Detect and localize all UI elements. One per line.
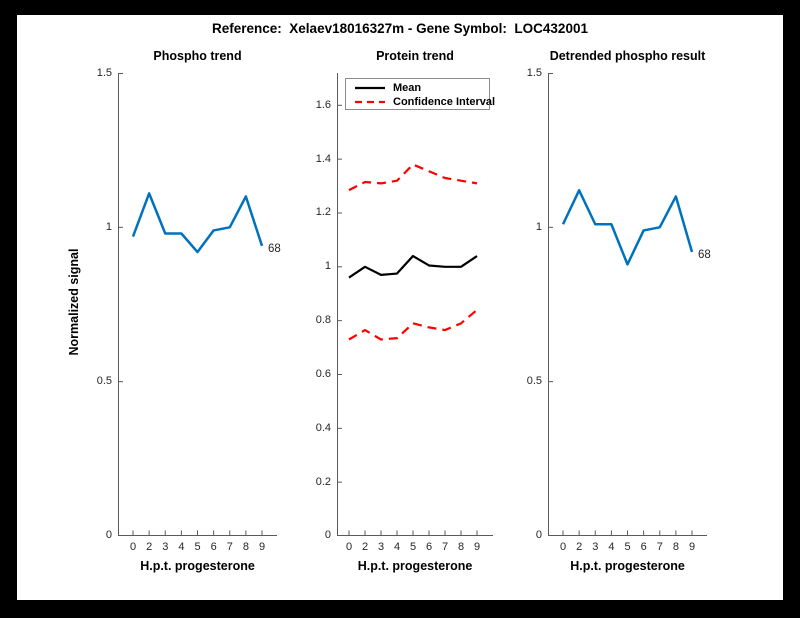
x-tick-label: 3 [592,541,599,553]
x-tick-label: 2 [146,541,153,553]
x-tick-label: 0 [345,541,353,553]
y-tick-label: 1.5 [526,67,542,79]
series-line-detrended-phospho-signal [561,189,694,266]
x-tick-label: 9 [688,541,696,553]
legend-label: Confidence Interval [393,96,496,108]
series-line-mean [348,254,478,279]
x-tick-label: 8 [457,541,465,553]
x-tick-label: 5 [409,541,417,553]
subplot-protein-trend: 0 0.2 0.4 0.6 0.8 1 1.2 1.4 1.6 0 2 3 4 5 6 7 8 9 Protein … [316,49,495,573]
x-tick-label: 7 [656,541,663,553]
x-tick-label: 4 [608,541,615,553]
x-tick-label: 8 [242,541,249,553]
y-tick-label: 0 [105,529,112,541]
x-tick-label: 6 [640,541,647,553]
legend-entry: Confidence Interval [346,95,495,109]
y-tick-label: 1.6 [315,98,331,111]
plot-area [337,73,493,536]
x-axis-title: H.p.t. progesterone [140,559,255,573]
subplot-title: Detrended phospho result [549,49,706,63]
x-tick-label: 4 [393,541,401,553]
x-tick-label: 7 [226,541,233,553]
y-tick-label: 1.2 [315,206,331,219]
x-axis-title: H.p.t. progesterone [357,559,473,573]
subplot-phospho-trend: 0 0.5 1 1.5 0 2 3 4 5 6 7 8 9 Phospho trend H.p.t. pro… [67,49,281,573]
x-tick-label: 5 [624,541,631,553]
y-tick-label: 0.5 [526,375,542,388]
subplot-detrended-phospho-result: 0 0.5 1 1.5 0 2 3 4 5 6 7 8 9 Detrended phospho resul… [527,49,711,573]
y-tick-label: 0.4 [315,421,331,434]
x-tick-label: 4 [178,541,185,553]
y-tick-label: 0 [535,529,542,541]
series-end-label: 68 [698,249,711,262]
x-tick-label: 6 [425,541,433,553]
series-line-phospho-normalized-signal [131,192,264,254]
x-tick-label: 9 [473,541,481,553]
legend: Mean Confidence Interval [345,78,495,110]
y-tick-label: 0.2 [315,475,331,488]
plot-area [548,73,707,536]
subplot-title: Protein trend [376,49,454,63]
y-tick-label: 1 [535,220,542,233]
y-tick-label: 1 [105,220,112,233]
y-tick-label: 0.5 [96,375,112,388]
y-tick-label: 1 [324,260,331,273]
y-tick-label: 1.5 [96,67,112,79]
legend-line-sample [355,86,385,90]
subplot-title: Phospho trend [153,49,242,63]
y-axis-title: Normalized signal [67,248,81,356]
y-tick-label: 1.4 [315,152,331,165]
series-line-upper-confidence-interval [348,163,478,192]
x-tick-label: 5 [194,541,201,553]
legend-entry: Mean [346,81,489,95]
x-tick-label: 3 [377,541,385,553]
x-tick-label: 6 [210,541,217,553]
series-end-label: 68 [268,242,281,255]
figure-title: Reference: Xelaev18016327m - Gene Symbol… [212,21,588,36]
x-tick-label: 3 [162,541,169,553]
x-tick-label: 9 [258,541,266,553]
legend-line-sample [355,100,385,104]
x-tick-label: 2 [361,541,369,553]
x-tick-label: 0 [559,541,567,553]
figure-canvas: Reference: Xelaev18016327m - Gene Symbol… [17,15,783,600]
legend-label: Mean [393,82,422,94]
x-tick-label: 0 [129,541,137,553]
y-tick-label: 0 [324,529,331,541]
x-tick-label: 2 [576,541,583,553]
x-axis-title: H.p.t. progesterone [570,559,685,573]
y-tick-label: 0.8 [315,314,331,327]
y-tick-label: 0.6 [315,367,331,380]
series-line-lower-confidence-interval [348,309,478,341]
x-tick-label: 7 [441,541,449,553]
plot-area [118,73,277,536]
x-tick-label: 8 [672,541,679,553]
